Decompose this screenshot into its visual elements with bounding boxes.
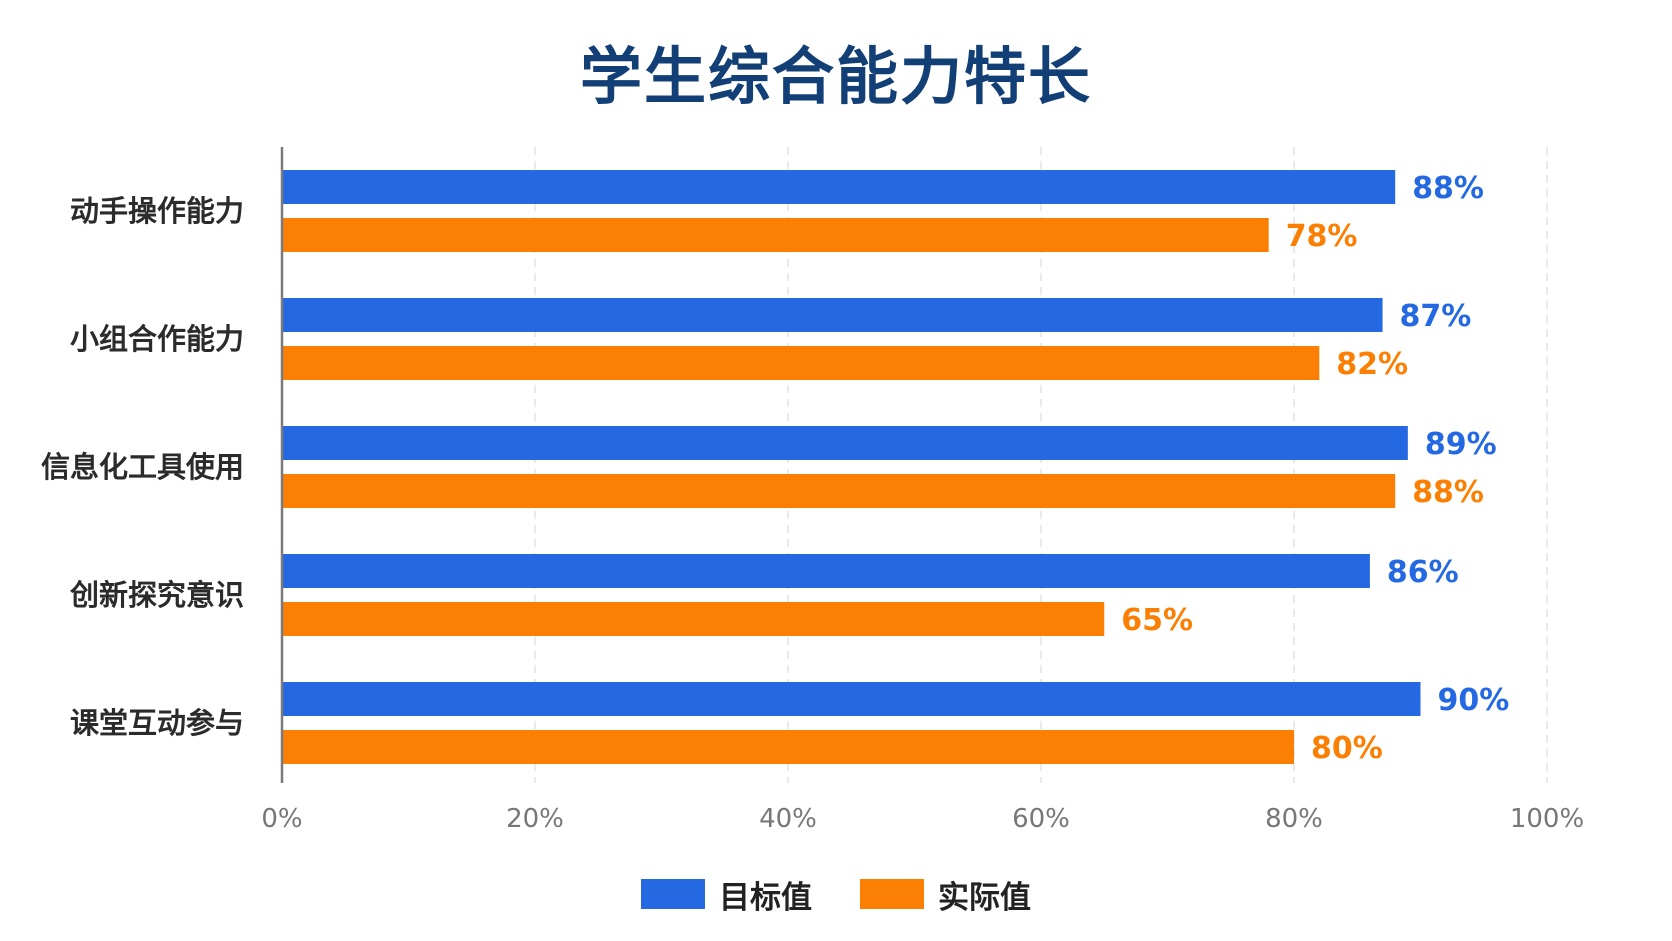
- bar-target-1: [282, 170, 1396, 204]
- bar-actual-5: [282, 730, 1294, 764]
- value-label-actual-1: 78%: [1286, 219, 1358, 254]
- category-label-2: 小组合作能力: [70, 322, 244, 356]
- bar-target-3: [282, 426, 1408, 460]
- bar-target-5: [282, 682, 1421, 716]
- value-label-target-3: 89%: [1425, 427, 1497, 462]
- value-label-target-4: 86%: [1387, 555, 1459, 590]
- bar-target-4: [282, 554, 1370, 588]
- category-label-4: 创新探究意识: [69, 578, 244, 612]
- category-label-3: 信息化工具使用: [41, 450, 244, 484]
- chart-title: 学生综合能力特长: [579, 40, 1092, 113]
- value-label-actual-4: 65%: [1121, 603, 1193, 638]
- bar-actual-1: [282, 218, 1269, 252]
- x-tick-label-60: 60%: [1012, 804, 1070, 834]
- value-label-actual-5: 80%: [1311, 731, 1383, 766]
- value-label-actual-2: 82%: [1336, 347, 1408, 382]
- legend-swatch-target: [641, 879, 705, 909]
- value-label-target-1: 88%: [1412, 171, 1484, 206]
- value-label-target-5: 90%: [1438, 683, 1510, 718]
- legend-item-actual: 实际值: [860, 872, 1031, 917]
- x-tick-label-40: 40%: [759, 804, 817, 834]
- category-label-5: 课堂互动参与: [70, 706, 244, 740]
- bar-target-2: [282, 298, 1383, 332]
- x-tick-label-0: 0%: [261, 804, 302, 834]
- x-tick-label-80: 80%: [1265, 804, 1323, 834]
- legend-label-target: 目标值: [719, 879, 812, 916]
- value-label-target-2: 87%: [1400, 299, 1472, 334]
- x-tick-label-100: 100%: [1510, 804, 1584, 834]
- legend-label-actual: 实际值: [938, 879, 1031, 916]
- value-label-actual-3: 88%: [1412, 475, 1484, 510]
- x-tick-label-20: 20%: [506, 804, 564, 834]
- legend-swatch-actual: [860, 879, 924, 909]
- bar-actual-4: [282, 602, 1105, 636]
- legend-item-target: 目标值: [641, 872, 812, 917]
- category-label-1: 动手操作能力: [70, 194, 244, 228]
- bar-actual-3: [282, 474, 1396, 508]
- bar-actual-2: [282, 346, 1320, 380]
- legend: 目标值 实际值: [0, 872, 1672, 916]
